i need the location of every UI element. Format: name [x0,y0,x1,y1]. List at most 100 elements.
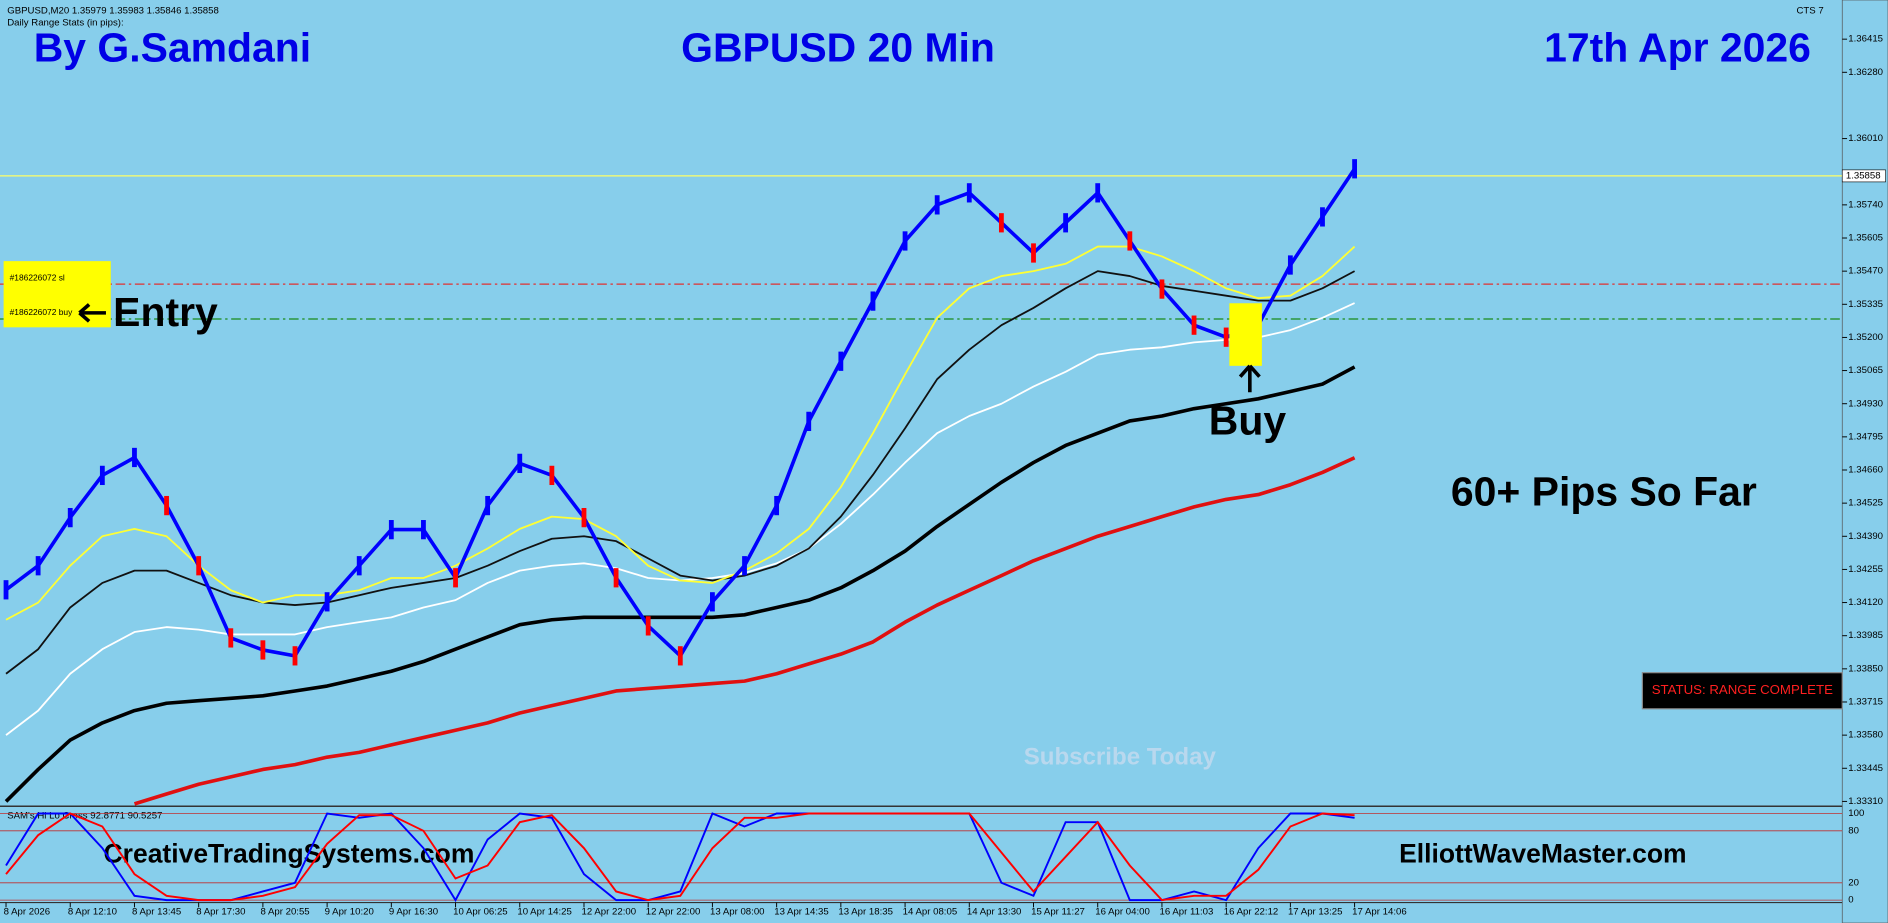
buy-highlight [1229,303,1262,366]
price-bar [710,592,715,612]
price-bar [421,520,426,540]
y-tick-label: 1.35200 [1848,332,1883,343]
x-tick-label: 10 Apr 14:25 [517,907,572,918]
price-bar [677,646,683,666]
y-tick-label: 1.33850 [1848,663,1883,674]
y-tick-label: 1.34930 [1848,398,1883,409]
price-bar [1127,231,1133,251]
y-tick-label: 1.34255 [1848,564,1883,575]
oscillator-tick-label: 80 [1848,825,1859,836]
x-tick-label: 16 Apr 11:03 [1160,907,1214,918]
price-bar [3,580,9,600]
series-line [133,456,1356,806]
price-bar [356,556,362,576]
x-tick-label: 15 Apr 11:27 [1031,907,1085,918]
price-bar [934,195,940,215]
y-tick-label: 1.35605 [1848,233,1883,244]
x-tick-label: 13 Apr 18:35 [838,907,893,918]
y-tick-label: 1.34660 [1848,465,1883,476]
author: By G.Samdani [34,24,311,70]
y-tick-label: 1.35740 [1848,199,1883,210]
price-bar [228,628,234,648]
price-bar [99,465,105,486]
site-left: CreativeTradingSystems.com [104,839,475,869]
price-bar [132,447,137,468]
price-bar [613,568,619,588]
oscillator-title: SAM's Hi Lo Cross 92.8771 90.5257 [7,810,162,821]
x-tick-label: 16 Apr 04:00 [1095,907,1150,918]
order-box [3,261,111,328]
price-bar [1095,183,1101,203]
price-bar [453,568,458,588]
price-bar [260,640,266,660]
x-tick-label: 14 Apr 08:05 [903,907,958,918]
oscillator-tick-label: 0 [1848,895,1853,906]
symbol-header: GBPUSD,M20 1.35979 1.35983 1.35846 1.358… [7,5,219,16]
x-tick-label: 8 Apr 13:45 [132,907,181,918]
price-bar [164,495,169,516]
y-tick-label: 1.34390 [1848,531,1883,542]
oscillator-tick-label: 100 [1848,808,1864,819]
y-tick-label: 1.33580 [1848,730,1883,741]
x-tick-label: 8 Apr 17:30 [196,907,245,918]
x-tick-label: 12 Apr 22:00 [646,907,701,918]
y-tick-label: 1.35335 [1848,299,1883,310]
entry-arrow [78,303,106,323]
x-tick-label: 16 Apr 22:12 [1224,907,1279,918]
buy-arrow [1238,364,1261,393]
x-tick-label: 17 Apr 13:25 [1288,907,1343,918]
price-bar [1287,255,1293,275]
price-bar [549,465,555,486]
order-label: #186226072 sl [10,272,65,282]
chart-date: 17th Apr 2026 [1544,24,1811,70]
price-bar [645,616,651,636]
price-bar [67,507,73,528]
price-bar [902,231,908,251]
y-tick-label: 1.34120 [1848,597,1883,608]
y-tick-label: 1.36280 [1848,67,1883,78]
y-tick-label: 1.34525 [1848,498,1883,509]
x-tick-label: 8 Apr 2026 [4,907,50,918]
price-bar [1223,327,1229,347]
price-bar [485,495,491,516]
oscillator-tick-label: 20 [1848,877,1859,888]
price-axis [1841,0,1888,923]
price-bar [517,453,523,473]
y-tick-label: 1.33310 [1848,796,1883,807]
result-text: 60+ Pips So Far [1451,468,1757,514]
entry-label: Entry [113,289,218,335]
buy-label: Buy [1209,397,1287,443]
price-bar [196,556,202,576]
price-bar [1031,243,1036,263]
current-price-box [1841,169,1886,183]
y-tick-label: 1.33715 [1848,697,1883,708]
price-bar [388,520,394,540]
y-tick-label: 1.33985 [1848,630,1883,641]
site-right: ElliottWaveMaster.com [1399,839,1686,869]
x-tick-label: 8 Apr 12:10 [68,907,117,918]
y-tick-label: 1.35065 [1848,365,1883,376]
status-text: STATUS: RANGE COMPLETE [1652,682,1833,697]
series-line [4,365,1356,803]
price-bar [324,592,330,612]
chart-title: GBPUSD 20 Min [681,24,995,70]
watermark: Subscribe Today [1024,743,1217,770]
price-bar [1159,279,1165,299]
y-tick-label: 1.36415 [1848,34,1883,45]
price-bar [774,495,780,516]
x-tick-label: 13 Apr 14:35 [774,907,829,918]
price-bar [1063,213,1069,233]
x-tick-label: 10 Apr 06:25 [453,907,508,918]
platform-tag: CTS 7 [1796,5,1823,16]
x-tick-label: 13 Apr 08:00 [710,907,765,918]
price-bar [998,213,1004,233]
order-label: #186226072 buy [10,307,73,317]
info-text: Daily Range Stats (in pips): [7,17,123,28]
x-tick-label: 9 Apr 16:30 [389,907,438,918]
price-bar [581,507,587,528]
x-tick-label: 12 Apr 22:00 [582,907,637,918]
plot-area [0,159,1843,806]
y-tick-label: 1.34795 [1848,431,1883,442]
